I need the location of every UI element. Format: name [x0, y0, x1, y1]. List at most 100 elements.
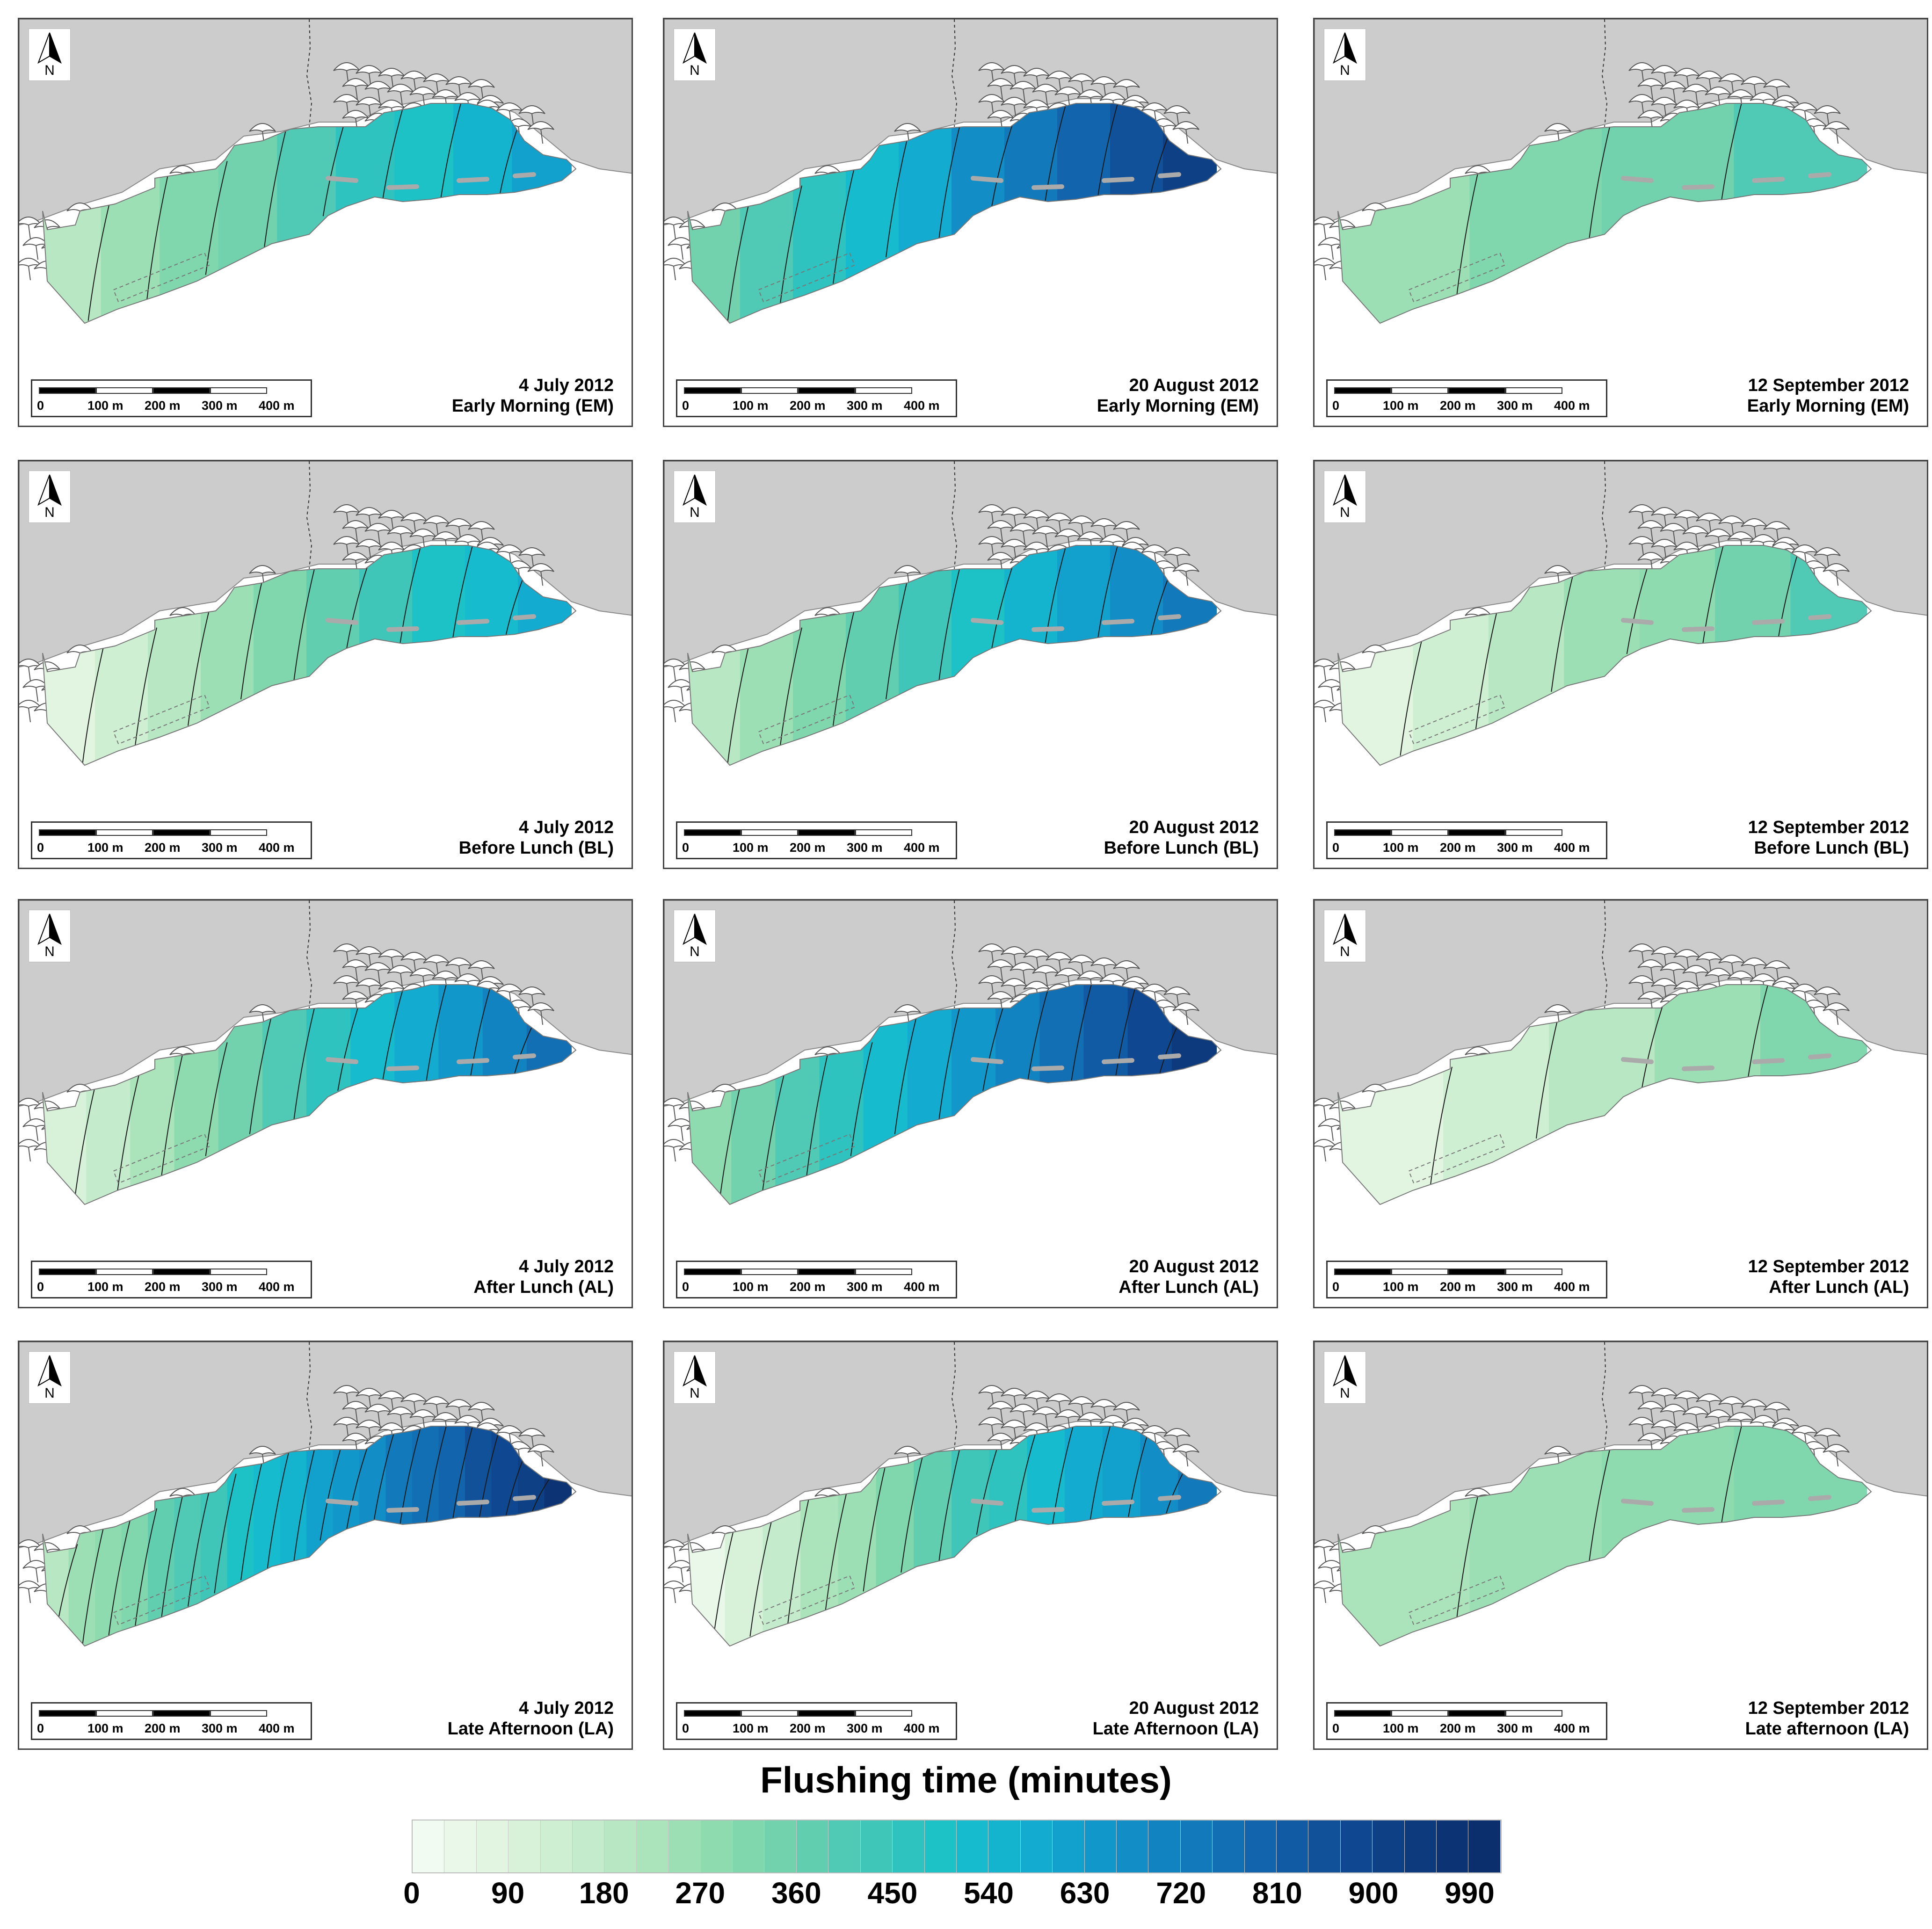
- contour-line: [188, 608, 210, 726]
- contour-line: [161, 1052, 184, 1175]
- scale-label: 0: [1332, 841, 1340, 855]
- beach-umbrella-icon: [664, 700, 687, 723]
- beach-umbrella-icon: [409, 87, 436, 109]
- scale-label: 300 m: [847, 1721, 883, 1735]
- contour-line: [991, 564, 1014, 649]
- contour-line: [293, 565, 316, 682]
- contour-line: [399, 545, 421, 648]
- beach-umbrella-icon: [249, 1004, 276, 1027]
- lagoon-outline: [1337, 984, 1872, 1205]
- submerged-structure: [1408, 1133, 1506, 1184]
- beach-umbrella-icon: [496, 102, 523, 125]
- contour-line: [346, 564, 369, 649]
- flushing-zone: [1065, 1426, 1104, 1646]
- scale-label: 0: [37, 1721, 44, 1735]
- beach-umbrella-icon: [987, 1401, 1014, 1424]
- breakwater: [1158, 614, 1181, 620]
- contour-line: [469, 985, 492, 1081]
- boundary-line: [951, 461, 958, 569]
- scale-label: 400 m: [1554, 1721, 1590, 1735]
- scale-segment: [798, 1269, 855, 1275]
- beach-umbrella-icon: [356, 65, 383, 88]
- beach-umbrella-icon: [1090, 957, 1118, 980]
- contour-line: [1127, 1429, 1150, 1522]
- beach-umbrella-icon: [978, 1385, 1005, 1408]
- beach-umbrella-icon: [1172, 121, 1199, 144]
- color-scale-cell: [476, 1820, 509, 1872]
- beach-umbrella-icon: [664, 258, 687, 281]
- legend-title: Flushing time (minutes): [760, 1759, 1172, 1800]
- contour-line: [1052, 1426, 1075, 1528]
- scale-segment: [1334, 1269, 1391, 1275]
- color-scale-cell: [956, 1820, 989, 1872]
- flushing-zone: [1039, 985, 1085, 1204]
- scale-segment: [153, 829, 210, 836]
- breakwater: [1808, 1495, 1831, 1501]
- beach-umbrella-icon: [668, 679, 695, 702]
- north-label: N: [44, 63, 55, 78]
- contour-line: [1070, 985, 1093, 1084]
- boundary-line: [951, 19, 958, 127]
- lagoon-outline: [687, 103, 1222, 324]
- contour-line: [886, 137, 908, 258]
- beach-umbrella-icon: [364, 962, 392, 985]
- color-scale-cell: [893, 1820, 925, 1872]
- scale-bar: 0 100 m 200 m 300 m 400 m: [31, 821, 312, 859]
- beach-umbrella-icon: [664, 659, 687, 682]
- contour-line: [1400, 640, 1423, 756]
- scale-label: 0: [37, 399, 44, 413]
- scale-segment: [1505, 1269, 1562, 1275]
- scale-label: 100 m: [733, 841, 769, 855]
- beach-umbrella-icon: [378, 68, 405, 91]
- scale-bar: 0 100 m 200 m 300 m 400 m: [1326, 1261, 1607, 1298]
- scale-segment: [96, 1269, 153, 1275]
- beach-umbrella-icon: [987, 959, 1014, 982]
- scale-label: 200 m: [145, 841, 181, 855]
- scale-segment: [1334, 1710, 1391, 1717]
- beach-umbrella-icon: [1544, 1446, 1571, 1469]
- beach-umbrella-icon: [19, 217, 42, 239]
- panel-date: 4 July 2012: [519, 1257, 614, 1276]
- beach-umbrella-icon: [1651, 978, 1678, 1001]
- contour-line: [1114, 985, 1137, 1081]
- scale-label: 400 m: [259, 841, 295, 855]
- beach-umbrella-icon: [387, 526, 414, 549]
- scale-segment: [39, 1269, 96, 1275]
- contour-line: [337, 1003, 360, 1091]
- submerged-structure: [1408, 694, 1506, 745]
- beach-umbrella-icon: [664, 1539, 687, 1562]
- scale-segment: [153, 1269, 210, 1275]
- beach-umbrella-icon: [1113, 79, 1140, 102]
- flushing-zone: [412, 1426, 440, 1646]
- boundary-line: [951, 900, 958, 1008]
- contour-line: [1536, 1018, 1558, 1139]
- beach-umbrella-icon: [668, 1118, 695, 1141]
- scale-segment: [96, 387, 153, 394]
- breakwater: [513, 614, 536, 620]
- color-scale-cell: [1148, 1820, 1181, 1872]
- scale-segment: [741, 387, 798, 394]
- beach-umbrella-icon: [1651, 1388, 1678, 1411]
- panel-period: Early Morning (EM): [451, 396, 614, 416]
- beach-umbrella-icon: [387, 965, 414, 988]
- scale-segment: [96, 1710, 153, 1717]
- beach-umbrella-icon: [1823, 121, 1850, 144]
- contour-line: [1089, 1426, 1112, 1523]
- breakwater: [513, 1495, 536, 1501]
- scale-segment: [798, 1710, 855, 1717]
- breakwater: [326, 176, 358, 183]
- color-scale-cell: [1213, 1820, 1245, 1872]
- color-scale-cell: [508, 1820, 541, 1872]
- color-scale-cell: [1276, 1820, 1309, 1872]
- contour-line: [1721, 1426, 1743, 1526]
- scale-label: 0: [682, 841, 690, 855]
- beach-umbrella-icon: [249, 565, 276, 588]
- breakwater: [1158, 172, 1181, 178]
- contour-line: [749, 1521, 772, 1637]
- north-arrow-icon: N: [674, 29, 716, 81]
- contour-line: [452, 1426, 474, 1523]
- breakwater: [1031, 184, 1064, 190]
- map-panel: N 0 100 m 200 m 300 m 400 m 20 August 2012 Earl…: [663, 18, 1278, 427]
- scale-label: 200 m: [145, 399, 181, 413]
- beach-umbrella-icon: [1172, 563, 1199, 586]
